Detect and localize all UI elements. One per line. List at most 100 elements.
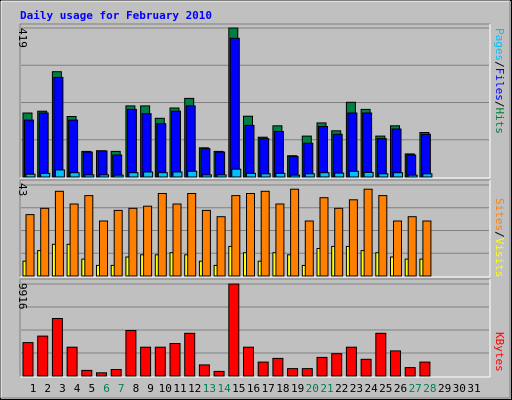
bar-files-day-8	[126, 108, 137, 178]
bar-sites-day-8	[128, 207, 138, 277]
bar-kbytes-day-17	[257, 361, 269, 377]
bar-files-day-2	[38, 112, 49, 178]
bar-sites-day-16	[246, 193, 255, 277]
bar-kbytes-day-19	[287, 368, 299, 377]
bar-sites-day-17	[260, 190, 270, 277]
day-label-7: 7	[118, 382, 125, 395]
bottom-max-label: 9916	[16, 283, 29, 310]
chart-title: Daily usage for February 2010	[20, 9, 212, 22]
day-label-6: 6	[103, 382, 110, 395]
day-label-13: 13	[203, 382, 216, 395]
bar-kbytes-day-6	[96, 372, 107, 377]
legend-entry: Files	[493, 68, 506, 101]
bar-files-day-11	[171, 110, 181, 178]
bar-pages-day-13	[201, 174, 212, 178]
bar-sites-day-19	[290, 188, 300, 277]
day-label-30: 30	[453, 382, 466, 395]
bar-files-day-13	[200, 148, 211, 178]
day-label-25: 25	[379, 382, 392, 395]
bar-kbytes-day-11	[169, 343, 181, 377]
bar-files-day-27	[406, 154, 417, 178]
bar-kbytes-day-9	[140, 346, 152, 377]
day-label-3: 3	[59, 382, 66, 395]
bar-pages-day-21	[319, 172, 330, 178]
day-label-17: 17	[262, 382, 275, 395]
bar-files-day-1	[24, 119, 34, 178]
bar-kbytes-day-5	[81, 369, 93, 377]
bar-pages-day-1	[25, 173, 36, 178]
bars-mid	[22, 188, 432, 277]
bar-sites-day-3	[54, 190, 64, 277]
bar-pages-day-12	[187, 170, 198, 178]
bar-sites-day-12	[187, 193, 197, 277]
bar-kbytes-day-20	[301, 368, 313, 377]
bar-sites-day-7	[113, 209, 123, 277]
bar-pages-day-6	[99, 174, 109, 178]
day-label-16: 16	[247, 382, 260, 395]
bar-sites-day-25	[378, 195, 388, 277]
bar-sites-day-9	[143, 205, 153, 277]
bar-pages-day-23	[348, 170, 359, 178]
bar-kbytes-day-13	[198, 364, 210, 377]
bar-files-day-15	[229, 37, 240, 178]
bar-pages-day-25	[378, 173, 389, 178]
bar-pages-day-26	[393, 172, 403, 178]
bar-sites-day-18	[275, 203, 285, 277]
bar-sites-day-11	[172, 203, 182, 277]
day-label-14: 14	[217, 382, 231, 395]
legend-top: Pages/Files/Hits	[493, 28, 506, 134]
bar-pages-day-5	[84, 174, 95, 178]
bar-kbytes-day-7	[110, 369, 122, 377]
day-label-2: 2	[44, 382, 51, 395]
bar-files-day-18	[273, 131, 284, 178]
bar-files-day-5	[82, 151, 93, 178]
bar-kbytes-day-16	[243, 346, 254, 377]
bar-sites-day-15	[231, 195, 241, 277]
bar-files-day-6	[97, 150, 108, 178]
bar-pages-day-3	[54, 169, 65, 178]
day-label-10: 10	[159, 382, 172, 395]
day-label-1: 1	[30, 382, 37, 395]
bar-pages-day-9	[143, 171, 154, 178]
day-label-19: 19	[291, 382, 304, 395]
day-label-22: 22	[335, 382, 348, 395]
bar-kbytes-day-25	[375, 332, 387, 377]
day-label-27: 27	[409, 382, 422, 395]
bar-sites-day-23	[348, 199, 358, 277]
bar-pages-day-19	[290, 174, 301, 178]
panel-top: 419	[16, 23, 491, 179]
bar-kbytes-day-14	[213, 370, 225, 377]
legend-entry: Sites	[493, 198, 506, 231]
grid-bottom	[21, 283, 489, 354]
bar-files-day-23	[347, 112, 358, 178]
bar-files-day-22	[332, 133, 343, 178]
bar-files-day-10	[156, 123, 167, 178]
x-axis-day-labels: 1 2 3 4 5 6 7 8 9 10 11 12 13 14 15 16 17 18 19 20 21 22 23 24 2…	[30, 382, 481, 395]
bar-sites-day-4	[69, 203, 79, 277]
bar-sites-day-6	[99, 220, 108, 277]
day-label-28: 28	[423, 382, 436, 395]
legend-bottom: KBytes	[493, 332, 506, 372]
day-label-29: 29	[438, 382, 451, 395]
bar-kbytes-day-18	[272, 357, 284, 377]
bar-pages-day-14	[216, 174, 227, 178]
day-label-24: 24	[364, 382, 378, 395]
day-label-23: 23	[350, 382, 363, 395]
day-label-12: 12	[188, 382, 201, 395]
panel-bottom-bg	[20, 279, 490, 377]
day-label-4: 4	[74, 382, 81, 395]
bar-kbytes-day-12	[184, 332, 196, 377]
bar-files-day-28	[420, 133, 431, 178]
bar-kbytes-day-22	[331, 353, 343, 377]
bar-kbytes-day-1	[22, 342, 34, 377]
bar-pages-day-2	[40, 172, 51, 178]
bar-pages-day-27	[407, 174, 418, 178]
bar-sites-day-27	[407, 216, 417, 277]
day-label-18: 18	[276, 382, 289, 395]
bar-kbytes-day-3	[51, 318, 63, 377]
bar-pages-day-20	[304, 173, 315, 178]
panel-mid: 43	[16, 179, 491, 278]
bar-files-day-20	[303, 142, 314, 178]
legend-entry: Hits	[493, 108, 506, 135]
